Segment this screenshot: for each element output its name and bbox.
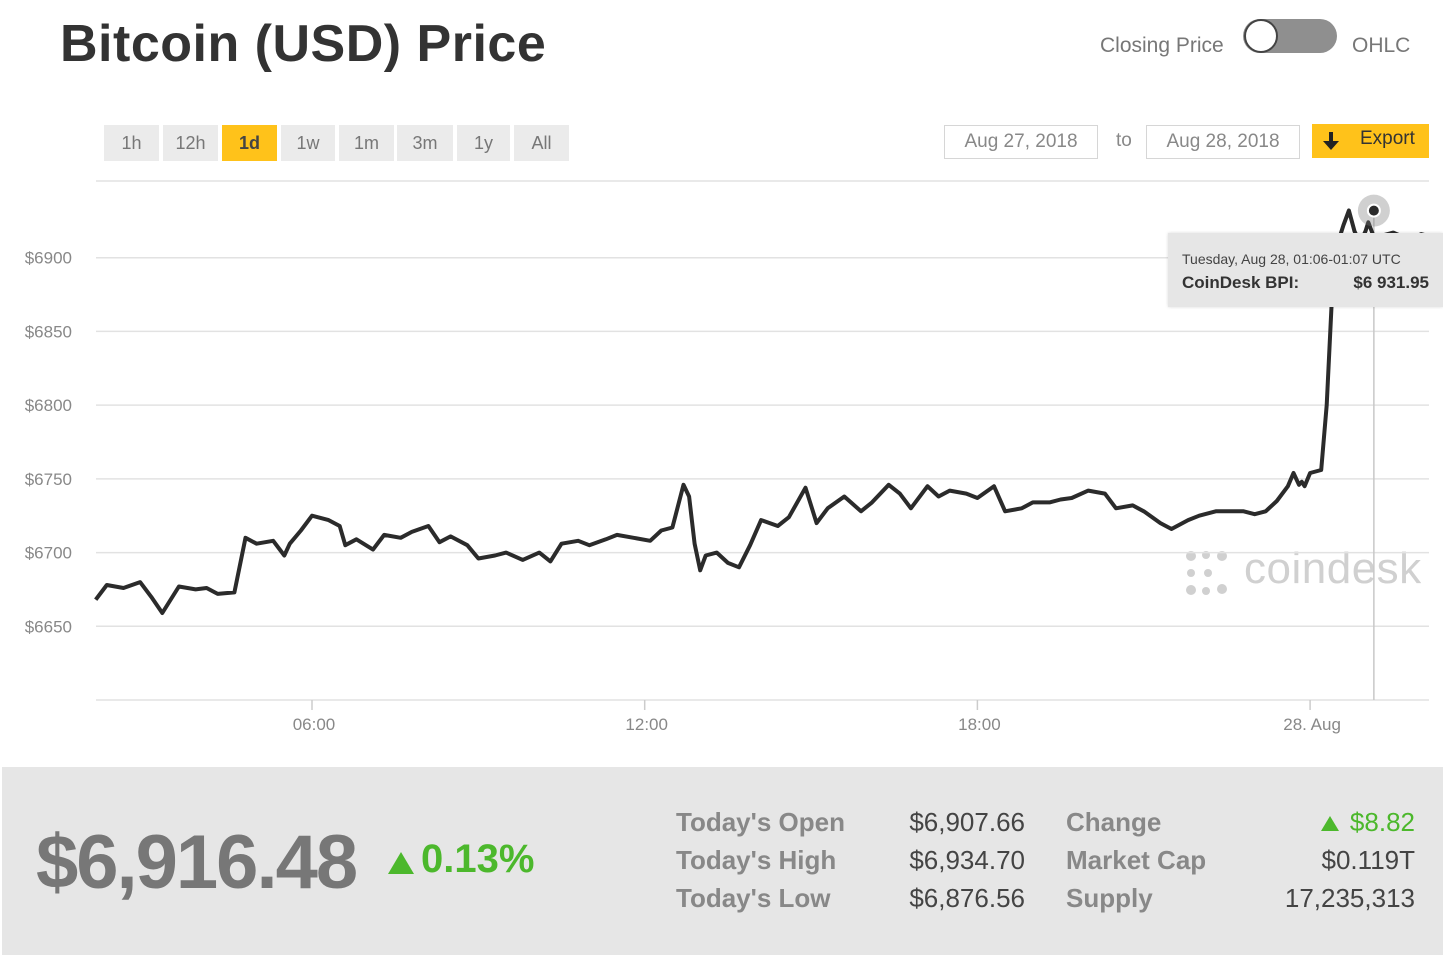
export-button[interactable]: Export bbox=[1312, 124, 1429, 158]
range-button-all[interactable]: All bbox=[514, 125, 569, 161]
y-tick-label: $6800 bbox=[25, 396, 72, 415]
change-value: $8.82 bbox=[1349, 807, 1415, 837]
download-arrow-icon bbox=[1323, 132, 1339, 150]
price-series-line bbox=[94, 208, 1433, 615]
tooltip-series-label: CoinDesk BPI: bbox=[1182, 273, 1300, 292]
market-cap-label: Market Cap bbox=[1066, 845, 1207, 875]
y-tick-label: $6900 bbox=[25, 249, 72, 268]
y-tick-label: $6850 bbox=[25, 322, 72, 341]
tooltip-value: $6 931.95 bbox=[1353, 273, 1429, 292]
range-button-3m[interactable]: 3m bbox=[397, 125, 453, 161]
toggle-knob[interactable] bbox=[1244, 19, 1278, 53]
y-tick-label: $6750 bbox=[25, 470, 72, 489]
supply-label: Supply bbox=[1066, 883, 1153, 913]
range-button-1d[interactable]: 1d bbox=[222, 125, 277, 161]
x-axis-ticks: 06:00 12:00 18:00 28. Aug bbox=[293, 700, 1341, 734]
highlight-marker-point bbox=[1366, 203, 1381, 218]
date-to-label: to bbox=[1116, 130, 1132, 151]
todays-low-value: $6,876.56 bbox=[909, 883, 1025, 913]
tooltip-timestamp: Tuesday, Aug 28, 01:06-01:07 UTC bbox=[1182, 251, 1401, 267]
todays-high-value: $6,934.70 bbox=[909, 845, 1025, 875]
coindesk-logo-icon bbox=[1186, 551, 1227, 595]
y-tick-label: $6700 bbox=[25, 544, 72, 563]
change-percent: 0.13% bbox=[421, 837, 535, 881]
todays-open-value: $6,907.66 bbox=[909, 807, 1025, 837]
date-to-input[interactable]: Aug 28, 2018 bbox=[1146, 125, 1300, 159]
range-button-1h[interactable]: 1h bbox=[104, 125, 159, 161]
range-button-12h[interactable]: 12h bbox=[163, 125, 218, 161]
change-label: Change bbox=[1066, 807, 1162, 837]
x-tick-label: 28. Aug bbox=[1283, 715, 1341, 734]
todays-high-label: Today's High bbox=[676, 845, 837, 875]
x-tick-label: 12:00 bbox=[625, 715, 668, 734]
y-tick-label: $6650 bbox=[25, 617, 72, 636]
marker-layer bbox=[1357, 194, 1390, 227]
ohlc-label[interactable]: OHLC bbox=[1352, 34, 1411, 57]
range-button-1y[interactable]: 1y bbox=[457, 125, 510, 161]
chart-tooltip: Tuesday, Aug 28, 01:06-01:07 UTC CoinDes… bbox=[1168, 233, 1443, 307]
closing-price-label[interactable]: Closing Price bbox=[1100, 34, 1224, 57]
page-title: Bitcoin (USD) Price bbox=[60, 15, 547, 73]
todays-open-label: Today's Open bbox=[676, 807, 845, 837]
up-arrow-icon bbox=[388, 852, 414, 874]
x-tick-label: 18:00 bbox=[958, 715, 1001, 734]
export-label: Export bbox=[1360, 128, 1415, 149]
price-chart[interactable]: $6650 $6700 $6750 $6800 $6850 $6900 06:00 12:0… bbox=[0, 0, 1443, 760]
x-tick-label: 06:00 bbox=[293, 715, 336, 734]
range-button-1m[interactable]: 1m bbox=[339, 125, 394, 161]
price-summary: $6,916.48 0.13% Today's Open Today's Hig… bbox=[2, 767, 1443, 955]
date-from-input[interactable]: Aug 27, 2018 bbox=[944, 125, 1098, 159]
supply-value: 17,235,313 bbox=[1284, 883, 1415, 913]
todays-low-label: Today's Low bbox=[676, 883, 831, 913]
range-button-1w[interactable]: 1w bbox=[281, 125, 335, 161]
change-up-arrow-icon bbox=[1321, 816, 1339, 831]
chart-mode-toggle[interactable] bbox=[1243, 19, 1337, 53]
y-axis-ticks: $6650 $6700 $6750 $6800 $6850 $6900 bbox=[25, 249, 72, 637]
market-cap-value: $0.119T bbox=[1321, 845, 1415, 875]
current-price: $6,916.48 bbox=[36, 820, 358, 905]
